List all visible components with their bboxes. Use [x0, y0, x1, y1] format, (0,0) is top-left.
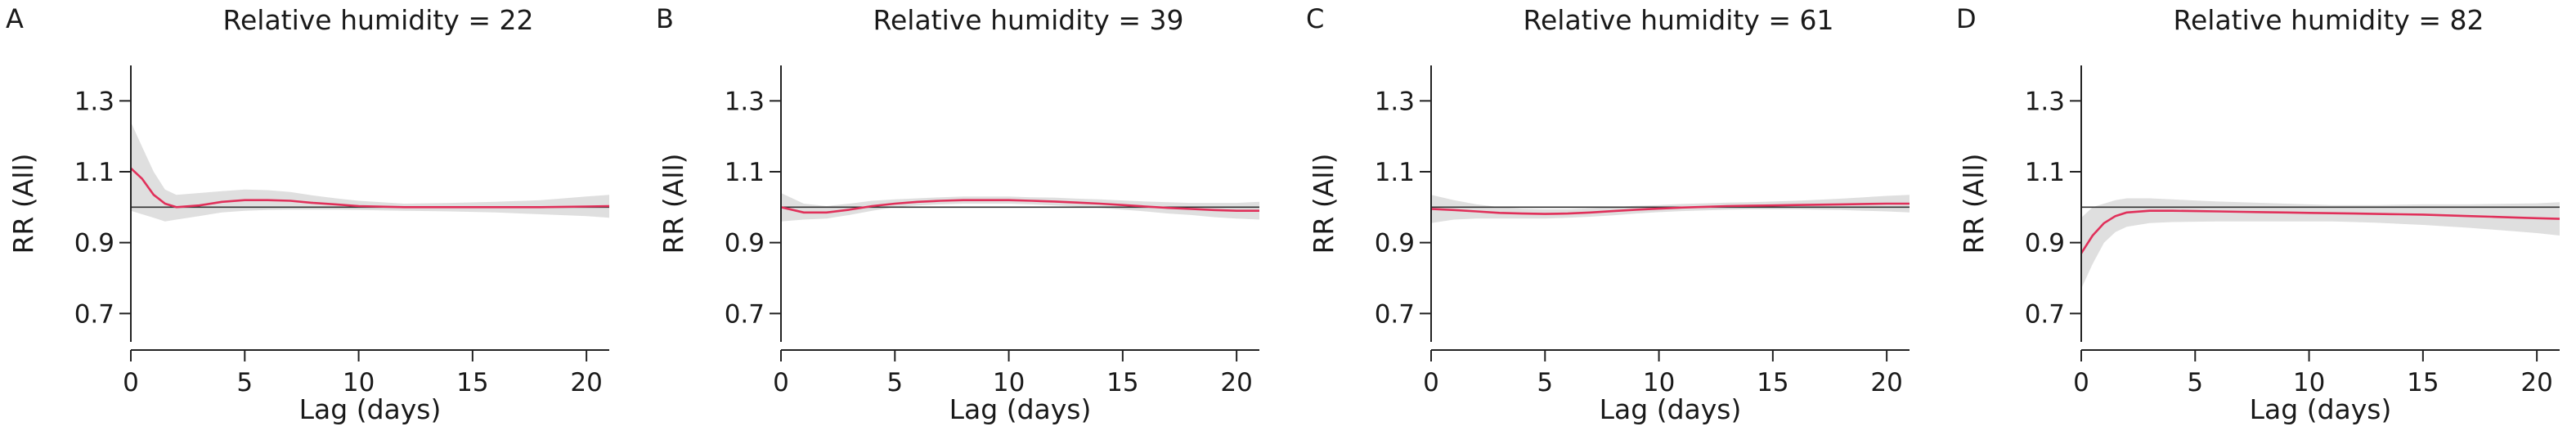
y-tick-label: 0.9	[1375, 229, 1415, 258]
x-tick-label: 15	[2407, 368, 2439, 397]
x-tick-label: 20	[570, 368, 602, 397]
confidence-band	[2081, 198, 2560, 289]
x-tick-label: 15	[456, 368, 488, 397]
panel-label: B	[656, 3, 674, 34]
x-tick-label: 10	[2293, 368, 2325, 397]
x-axis-label: Lag (days)	[1600, 393, 1742, 425]
y-tick-label: 0.9	[725, 229, 765, 258]
confidence-band	[781, 193, 1259, 222]
y-tick-label: 1.3	[1375, 87, 1415, 116]
y-tick-label: 1.1	[2025, 158, 2065, 187]
chart-title: Relative humidity = 22	[223, 4, 534, 36]
x-tick-label: 20	[2520, 368, 2552, 397]
x-tick-label: 5	[2187, 368, 2203, 397]
series-line	[780, 199, 1259, 214]
x-tick-label: 5	[236, 368, 253, 397]
y-tick-label: 1.3	[2025, 87, 2065, 116]
chart-panel-c: C Relative humidity = 61 0.7 0.9 1.1 1.3 0 5 10 1…	[1306, 3, 1910, 425]
chart-panel-a: A Relative humidity = 22 0.7 0.9 1.1 1.3 0 5 10 1…	[6, 3, 610, 425]
y-tick-label: 1.1	[725, 158, 765, 187]
panel-label: D	[1956, 3, 1977, 34]
x-tick-label: 5	[1537, 368, 1553, 397]
y-tick-label: 0.7	[74, 299, 114, 329]
y-tick-label: 0.7	[2025, 299, 2065, 329]
panel-label: C	[1306, 3, 1324, 34]
y-axis-label: RR (All)	[1958, 153, 1990, 254]
x-axis-label: Lag (days)	[299, 393, 442, 425]
series-line	[1430, 202, 1910, 215]
y-tick-label: 1.3	[74, 87, 114, 116]
x-tick-label: 0	[123, 368, 139, 397]
y-tick-label: 1.1	[1375, 158, 1415, 187]
chart-title: Relative humidity = 39	[873, 4, 1184, 36]
series-line	[130, 167, 610, 209]
x-axis-label: Lag (days)	[2250, 393, 2392, 425]
confidence-band	[131, 122, 609, 222]
y-tick-label: 0.9	[2025, 229, 2065, 258]
x-tick-label: 10	[343, 368, 375, 397]
chart-panel-b: B Relative humidity = 39 0.7 0.9 1.1 1.3 0 5 10 1…	[656, 3, 1259, 425]
x-tick-label: 0	[2073, 368, 2089, 397]
x-tick-label: 10	[1643, 368, 1675, 397]
y-tick-label: 0.7	[725, 299, 765, 329]
chart-title: Relative humidity = 61	[1524, 4, 1834, 36]
x-tick-label: 20	[1870, 368, 1902, 397]
x-tick-label: 15	[1106, 368, 1138, 397]
panel-label: A	[6, 3, 24, 34]
y-axis-label: RR (All)	[7, 153, 39, 254]
x-tick-label: 10	[993, 368, 1025, 397]
y-tick-label: 1.3	[725, 87, 765, 116]
x-tick-label: 15	[1757, 368, 1788, 397]
y-tick-label: 0.7	[1375, 299, 1415, 329]
y-axis-label: RR (All)	[1308, 153, 1340, 254]
x-tick-label: 20	[1220, 368, 1252, 397]
y-axis-label: RR (All)	[657, 153, 689, 254]
x-tick-label: 0	[773, 368, 789, 397]
chart-panel-d: D Relative humidity = 82 0.7 0.9 1.1 1.3 0 5 10 1…	[1956, 3, 2560, 425]
x-tick-label: 0	[1423, 368, 1439, 397]
x-tick-label: 5	[886, 368, 903, 397]
chart-title: Relative humidity = 82	[2174, 4, 2484, 36]
y-tick-label: 0.9	[74, 229, 114, 258]
x-axis-label: Lag (days)	[949, 393, 1092, 425]
series-line	[2080, 209, 2560, 254]
y-tick-label: 1.1	[74, 158, 114, 187]
